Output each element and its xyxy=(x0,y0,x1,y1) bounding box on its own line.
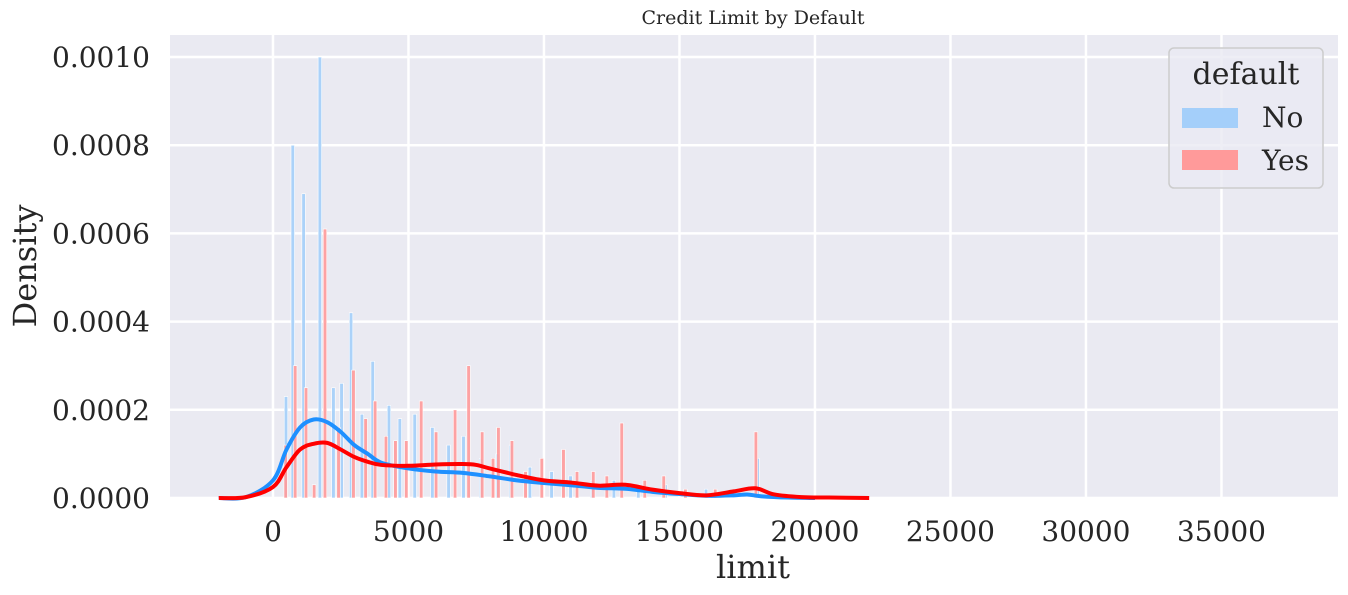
legend-title: default xyxy=(1193,57,1300,92)
x-tick-label: 25000 xyxy=(906,515,995,548)
x-tick-label: 0 xyxy=(264,515,282,548)
x-tick-label: 15000 xyxy=(635,515,724,548)
bar-yes xyxy=(453,409,458,499)
bar-yes xyxy=(373,400,378,499)
y-tick-label: 0.0000 xyxy=(52,482,150,515)
bar-yes xyxy=(466,365,471,499)
x-tick-label: 10000 xyxy=(499,515,588,548)
bar-yes xyxy=(303,387,309,499)
bar-no xyxy=(301,193,306,499)
bar-no xyxy=(317,56,322,499)
legend-swatch-no xyxy=(1182,108,1238,128)
bar-yes xyxy=(509,440,515,499)
legend-label-yes: Yes xyxy=(1261,144,1309,177)
x-axis-label: limit xyxy=(716,548,790,586)
x-tick-label: 20000 xyxy=(770,515,859,548)
bar-no xyxy=(461,435,466,499)
x-axis-ticks: 0 5000 10000 15000 20000 25000 30000 35000 xyxy=(264,515,1266,548)
x-tick-label: 35000 xyxy=(1177,515,1266,548)
legend-label-no: No xyxy=(1262,101,1303,134)
plot-area xyxy=(170,35,1338,498)
legend: default No Yes xyxy=(1168,47,1324,189)
legend-swatch-yes xyxy=(1182,150,1238,170)
bar-yes xyxy=(619,422,624,499)
bar-yes xyxy=(419,400,424,499)
bar-yes xyxy=(336,427,341,499)
y-tick-label: 0.0002 xyxy=(52,394,150,427)
x-tick-label: 5000 xyxy=(373,515,444,548)
bar-yes xyxy=(753,431,758,499)
bar-no xyxy=(290,144,295,499)
bar-yes xyxy=(661,475,666,499)
bar-yes xyxy=(312,484,317,499)
bar-no xyxy=(412,413,417,499)
y-axis-label: Density xyxy=(6,205,44,328)
bar-yes xyxy=(322,228,328,499)
bar-no xyxy=(359,413,364,499)
bar-yes xyxy=(496,427,501,499)
chart-title: Credit Limit by Default xyxy=(642,7,865,29)
bar-yes xyxy=(363,418,368,499)
bar-yes xyxy=(393,440,398,499)
y-axis-ticks: 0.0000 0.0002 0.0004 0.0006 0.0008 0.0010 xyxy=(52,41,150,515)
bar-yes xyxy=(561,449,566,499)
kde-lines xyxy=(218,417,870,501)
y-tick-label: 0.0008 xyxy=(52,129,150,162)
y-tick-label: 0.0006 xyxy=(52,217,150,250)
x-tick-label: 30000 xyxy=(1041,515,1130,548)
bar-yes xyxy=(523,471,528,499)
kde-line-no xyxy=(218,417,816,501)
bar-yes xyxy=(351,369,356,499)
bar-no xyxy=(397,418,402,499)
kde-line-yes xyxy=(218,440,870,501)
y-tick-label: 0.0010 xyxy=(52,41,150,74)
y-tick-label: 0.0004 xyxy=(52,306,150,339)
